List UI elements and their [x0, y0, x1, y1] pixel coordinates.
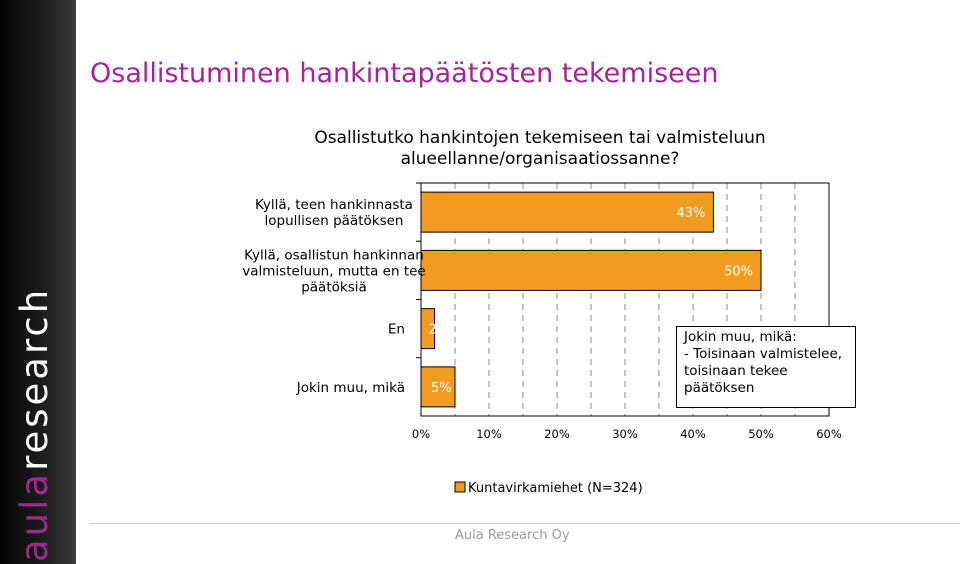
sidebar: aularesearch	[0, 0, 76, 564]
data-label: 43%	[676, 206, 705, 221]
annotation-line-1: Jokin muu, mikä:	[684, 329, 797, 345]
category-label: Kyllä, teen hankinnasta lopullisen päätök…	[255, 197, 413, 229]
chart-title-line-2: alueellanne/organisaatiossanne?	[400, 149, 680, 169]
x-tick-label: 40%	[680, 427, 706, 441]
category-label: Kyllä, osallistun hankinnan valmisteluun,…	[242, 247, 425, 295]
data-label: 2	[429, 323, 437, 338]
data-label: 50%	[724, 264, 753, 279]
bar	[420, 308, 436, 350]
annotation-line-4: päätöksen	[684, 380, 755, 396]
x-tick-label: 10%	[476, 427, 502, 441]
bar	[420, 191, 714, 233]
footer-text: Aula Research Oy	[455, 528, 570, 543]
annotation-line-2: - Toisinaan valmistelee,	[684, 346, 843, 362]
footer-divider	[90, 523, 960, 524]
chart-title-line-1: Osallistutko hankintojen tekemiseen tai …	[314, 128, 766, 148]
chart-title: Osallistutko hankintojen tekemiseen tai …	[300, 128, 780, 170]
x-tick-label: 50%	[748, 427, 774, 441]
svg-text:aularesearch: aularesearch	[13, 287, 56, 562]
brand-logo: aularesearch	[13, 287, 56, 562]
x-tick-label: 30%	[612, 427, 638, 441]
x-tick-label: 0%	[412, 427, 430, 441]
category-label: En	[388, 322, 405, 338]
annotation-box: Jokin muu, mikä: - Toisinaan valmistelee…	[676, 326, 856, 408]
legend-label: Kuntavirkamiehet (N=324)	[468, 481, 643, 496]
bar	[420, 366, 456, 408]
data-label: 5%	[431, 381, 452, 396]
category-label: Jokin muu, mikä	[296, 380, 405, 396]
annotation-line-3: toisinaan tekee	[684, 363, 788, 379]
legend-swatch	[454, 481, 466, 493]
x-tick-label: 20%	[544, 427, 570, 441]
bar	[420, 249, 762, 291]
page-title: Osallistuminen hankintapäätösten tekemis…	[90, 58, 719, 89]
x-tick-label: 60%	[816, 427, 842, 441]
